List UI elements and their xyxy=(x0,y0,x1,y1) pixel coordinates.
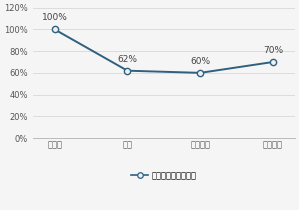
Text: 60%: 60% xyxy=(190,57,210,66)
Text: 70%: 70% xyxy=(263,46,283,55)
Legend: 涂料产品中消耗占比: 涂料产品中消耗占比 xyxy=(128,168,200,183)
Text: 100%: 100% xyxy=(42,13,68,22)
Text: 62%: 62% xyxy=(118,55,138,64)
